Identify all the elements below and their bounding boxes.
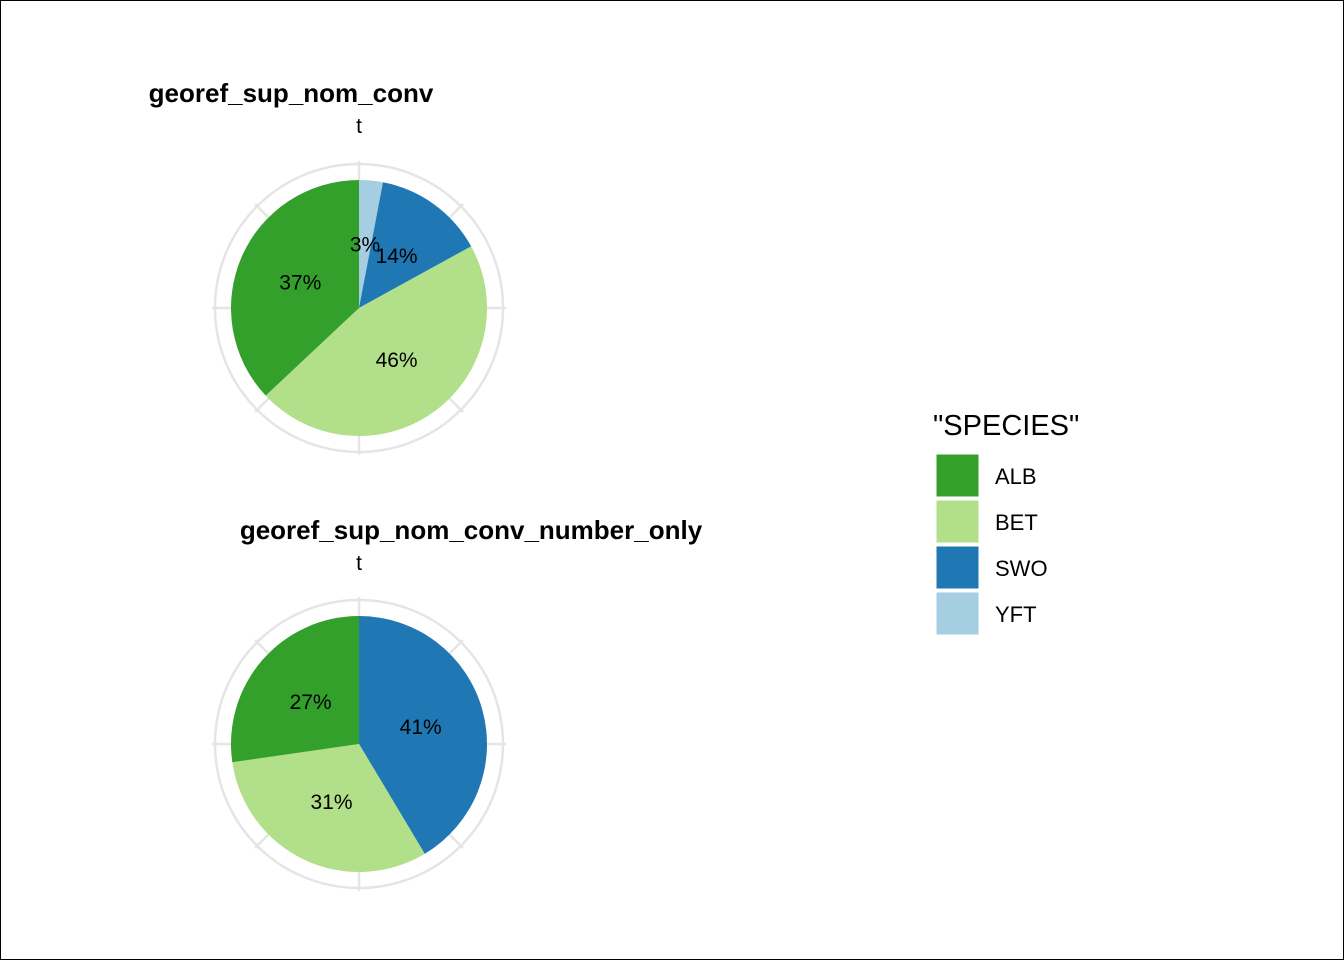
pie-1-slices [230, 180, 488, 437]
legend-key-yft [935, 591, 980, 636]
legend-key-swo [935, 545, 980, 590]
slice-label-swo: 41% [400, 716, 442, 739]
slice-label-alb: 37% [279, 272, 321, 295]
legend-label-alb: ALB [995, 464, 1037, 489]
slice-label-alb: 27% [290, 691, 332, 714]
pie-2-slices [230, 616, 487, 872]
pie-slice-swo [359, 616, 487, 854]
legend-title: "SPECIES" [933, 410, 1079, 442]
grid-tick [254, 833, 270, 849]
legend-key-alb [935, 453, 980, 498]
pie-slice-bet [265, 246, 488, 437]
slice-label-bet: 31% [310, 791, 352, 814]
slice-label-yft: 3% [350, 233, 380, 256]
legend-items: ALB BET SWO YFT [935, 453, 1048, 636]
pie-slice-bet [232, 744, 425, 872]
pie-1-subtitle: t [356, 115, 362, 138]
pie-1-title: georef_sup_nom_conv [149, 78, 434, 108]
pie-2-title: georef_sup_nom_conv_number_only [240, 515, 703, 545]
legend-label-yft: YFT [995, 602, 1037, 627]
pie-2-labels: 41% 31% 27% [290, 691, 442, 814]
pie-2-grid [212, 597, 506, 891]
pie-slice-yft [359, 180, 383, 308]
grid-tick [448, 833, 464, 849]
legend-key-bet [935, 499, 980, 544]
slice-label-bet: 46% [376, 349, 418, 372]
legend-label-bet: BET [995, 510, 1038, 535]
slice-label-swo: 14% [376, 245, 418, 268]
pie-panel-1: georef_sup_nom_conv t 3%14% 46% 37% [149, 78, 506, 455]
pie-slice-alb [230, 180, 359, 396]
pie-slice-swo [359, 182, 472, 308]
pie-1-labels: 3%14% 46% 37% [279, 233, 417, 371]
grid-tick [254, 639, 270, 655]
grid-tick [254, 203, 270, 219]
pie-1-grid [212, 161, 506, 455]
grid-tick [254, 397, 270, 413]
grid-tick [448, 397, 464, 413]
pie-slice-alb [230, 616, 359, 763]
pie-2-subtitle: t [356, 552, 362, 575]
legend-label-swo: SWO [995, 556, 1048, 581]
pie-panel-2: georef_sup_nom_conv_number_only t 41% 31%… [212, 515, 703, 891]
grid-tick [448, 203, 464, 219]
grid-tick [448, 639, 464, 655]
legend: "SPECIES" ALB BET SWO YFT [933, 410, 1079, 636]
